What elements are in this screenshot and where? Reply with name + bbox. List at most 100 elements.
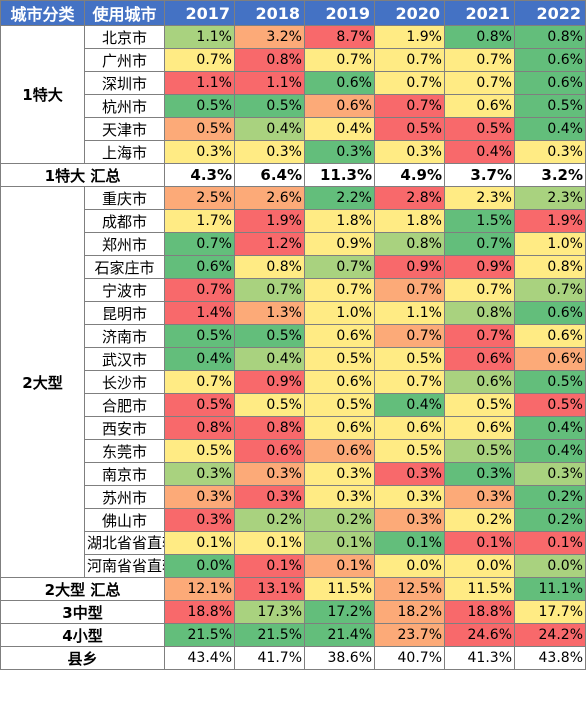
subtotal-value-cell[interactable]: 12.1% bbox=[164, 577, 235, 601]
value-cell[interactable]: 1.5% bbox=[444, 209, 515, 233]
value-cell[interactable]: 0.7% bbox=[164, 232, 235, 256]
value-cell[interactable]: 0.7% bbox=[304, 255, 375, 279]
total-value-cell[interactable]: 43.4% bbox=[164, 646, 235, 670]
value-cell[interactable]: 0.3% bbox=[234, 140, 305, 164]
total-label[interactable]: 4小型 bbox=[0, 623, 165, 647]
value-cell[interactable]: 0.9% bbox=[234, 370, 305, 394]
subtotal-value-cell[interactable]: 11.5% bbox=[304, 577, 375, 601]
total-value-cell[interactable]: 41.3% bbox=[444, 646, 515, 670]
value-cell[interactable]: 0.5% bbox=[514, 393, 586, 417]
value-cell[interactable]: 0.5% bbox=[304, 393, 375, 417]
value-cell[interactable]: 0.3% bbox=[304, 462, 375, 486]
total-value-cell[interactable]: 21.5% bbox=[164, 623, 235, 647]
city-cell[interactable]: 上海市 bbox=[84, 140, 165, 164]
subtotal-value-cell[interactable]: 6.4% bbox=[234, 163, 305, 187]
value-cell[interactable]: 0.7% bbox=[514, 278, 586, 302]
header-year-2020[interactable]: 2020 bbox=[374, 0, 445, 26]
city-cell[interactable]: 湖北省省直辖 bbox=[84, 531, 165, 555]
value-cell[interactable]: 0.2% bbox=[514, 508, 586, 532]
value-cell[interactable]: 0.6% bbox=[304, 370, 375, 394]
header-year-2019[interactable]: 2019 bbox=[304, 0, 375, 26]
value-cell[interactable]: 0.3% bbox=[164, 485, 235, 509]
value-cell[interactable]: 0.4% bbox=[234, 347, 305, 371]
value-cell[interactable]: 0.5% bbox=[374, 117, 445, 141]
value-cell[interactable]: 0.1% bbox=[514, 531, 586, 555]
city-cell[interactable]: 杭州市 bbox=[84, 94, 165, 118]
total-label[interactable]: 县乡 bbox=[0, 646, 165, 670]
value-cell[interactable]: 0.2% bbox=[304, 508, 375, 532]
city-cell[interactable]: 南京市 bbox=[84, 462, 165, 486]
city-cell[interactable]: 河南省省直辖 bbox=[84, 554, 165, 578]
value-cell[interactable]: 0.5% bbox=[444, 393, 515, 417]
value-cell[interactable]: 0.6% bbox=[304, 94, 375, 118]
total-value-cell[interactable]: 41.7% bbox=[234, 646, 305, 670]
city-cell[interactable]: 天津市 bbox=[84, 117, 165, 141]
subtotal-value-cell[interactable]: 4.9% bbox=[374, 163, 445, 187]
city-cell[interactable]: 昆明市 bbox=[84, 301, 165, 325]
value-cell[interactable]: 0.6% bbox=[374, 416, 445, 440]
total-value-cell[interactable]: 24.6% bbox=[444, 623, 515, 647]
subtotal-value-cell[interactable]: 11.5% bbox=[444, 577, 515, 601]
value-cell[interactable]: 0.6% bbox=[514, 301, 586, 325]
total-value-cell[interactable]: 18.2% bbox=[374, 600, 445, 624]
value-cell[interactable]: 0.3% bbox=[374, 508, 445, 532]
value-cell[interactable]: 0.1% bbox=[444, 531, 515, 555]
subtotal-value-cell[interactable]: 11.1% bbox=[514, 577, 586, 601]
value-cell[interactable]: 1.2% bbox=[234, 232, 305, 256]
value-cell[interactable]: 1.0% bbox=[514, 232, 586, 256]
total-value-cell[interactable]: 40.7% bbox=[374, 646, 445, 670]
value-cell[interactable]: 0.6% bbox=[444, 370, 515, 394]
value-cell[interactable]: 1.9% bbox=[234, 209, 305, 233]
value-cell[interactable]: 0.7% bbox=[304, 48, 375, 72]
value-cell[interactable]: 0.7% bbox=[444, 232, 515, 256]
value-cell[interactable]: 0.7% bbox=[374, 370, 445, 394]
value-cell[interactable]: 0.7% bbox=[164, 278, 235, 302]
value-cell[interactable]: 0.8% bbox=[164, 416, 235, 440]
city-cell[interactable]: 济南市 bbox=[84, 324, 165, 348]
value-cell[interactable]: 0.3% bbox=[374, 462, 445, 486]
value-cell[interactable]: 0.9% bbox=[444, 255, 515, 279]
city-cell[interactable]: 北京市 bbox=[84, 25, 165, 49]
total-value-cell[interactable]: 38.6% bbox=[304, 646, 375, 670]
total-value-cell[interactable]: 21.5% bbox=[234, 623, 305, 647]
city-cell[interactable]: 宁波市 bbox=[84, 278, 165, 302]
value-cell[interactable]: 0.6% bbox=[514, 71, 586, 95]
total-value-cell[interactable]: 18.8% bbox=[164, 600, 235, 624]
header-year-2021[interactable]: 2021 bbox=[444, 0, 515, 26]
value-cell[interactable]: 0.3% bbox=[164, 140, 235, 164]
value-cell[interactable]: 0.5% bbox=[234, 393, 305, 417]
total-value-cell[interactable]: 17.3% bbox=[234, 600, 305, 624]
subtotal-label[interactable]: 2大型 汇总 bbox=[0, 577, 165, 601]
value-cell[interactable]: 2.3% bbox=[444, 186, 515, 210]
category-cell[interactable]: 2大型 bbox=[0, 186, 85, 578]
value-cell[interactable]: 0.7% bbox=[444, 278, 515, 302]
value-cell[interactable]: 0.3% bbox=[444, 485, 515, 509]
city-cell[interactable]: 郑州市 bbox=[84, 232, 165, 256]
value-cell[interactable]: 2.8% bbox=[374, 186, 445, 210]
subtotal-value-cell[interactable]: 11.3% bbox=[304, 163, 375, 187]
subtotal-value-cell[interactable]: 13.1% bbox=[234, 577, 305, 601]
value-cell[interactable]: 0.7% bbox=[444, 48, 515, 72]
value-cell[interactable]: 0.0% bbox=[164, 554, 235, 578]
city-cell[interactable]: 广州市 bbox=[84, 48, 165, 72]
city-cell[interactable]: 成都市 bbox=[84, 209, 165, 233]
value-cell[interactable]: 0.6% bbox=[444, 347, 515, 371]
value-cell[interactable]: 0.3% bbox=[304, 485, 375, 509]
value-cell[interactable]: 0.2% bbox=[234, 508, 305, 532]
total-value-cell[interactable]: 23.7% bbox=[374, 623, 445, 647]
value-cell[interactable]: 1.4% bbox=[164, 301, 235, 325]
city-cell[interactable]: 重庆市 bbox=[84, 186, 165, 210]
city-cell[interactable]: 武汉市 bbox=[84, 347, 165, 371]
value-cell[interactable]: 0.1% bbox=[164, 531, 235, 555]
value-cell[interactable]: 0.1% bbox=[234, 554, 305, 578]
header-category[interactable]: 城市分类 bbox=[0, 0, 85, 26]
value-cell[interactable]: 0.5% bbox=[164, 393, 235, 417]
value-cell[interactable]: 0.1% bbox=[304, 531, 375, 555]
value-cell[interactable]: 0.3% bbox=[164, 462, 235, 486]
value-cell[interactable]: 0.3% bbox=[304, 140, 375, 164]
value-cell[interactable]: 0.4% bbox=[514, 439, 586, 463]
value-cell[interactable]: 0.2% bbox=[444, 508, 515, 532]
value-cell[interactable]: 2.5% bbox=[164, 186, 235, 210]
city-cell[interactable]: 石家庄市 bbox=[84, 255, 165, 279]
header-year-2022[interactable]: 2022 bbox=[514, 0, 586, 26]
